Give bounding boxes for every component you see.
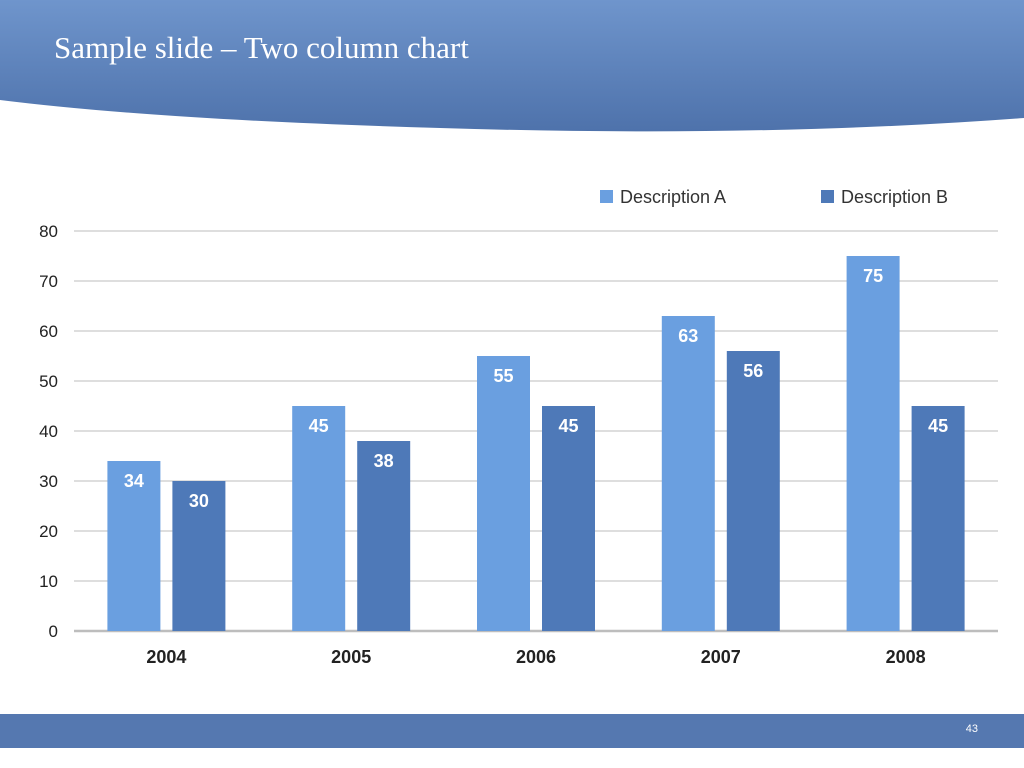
data-label: 30 [189,491,209,511]
data-label: 55 [493,366,513,386]
data-label: 63 [678,326,698,346]
bars [107,256,965,631]
data-label: 45 [558,416,578,436]
y-tick-label: 60 [39,322,58,341]
y-tick-label: 30 [39,472,58,491]
x-tick-label: 2005 [331,647,371,667]
x-tick-label: 2008 [886,647,926,667]
y-tick-label: 70 [39,272,58,291]
slide-header-banner [0,0,1024,132]
bar-series-b [172,481,226,631]
footer-bar: 43 [0,714,1024,748]
legend-swatch [600,190,613,203]
x-tick-label: 2007 [701,647,741,667]
legend-label: Description B [841,187,948,207]
bar-series-a [292,406,346,631]
data-label: 45 [928,416,948,436]
y-tick-label: 0 [49,622,58,641]
bar-series-b [726,351,780,631]
bar-chart: 0 10 20 30 40 50 60 70 80 34 30 45 38 55 45 63 56 75 45 2… [39,187,998,667]
data-labels: 34 30 45 38 55 45 63 56 75 45 [124,266,948,511]
y-axis-ticks: 0 10 20 30 40 50 60 70 80 [39,222,58,641]
gridlines [74,230,998,633]
bar-series-b [357,441,411,631]
bar-series-a [661,316,715,631]
bar-series-a [846,256,900,631]
y-tick-label: 10 [39,572,58,591]
data-label: 75 [863,266,883,286]
y-tick-label: 80 [39,222,58,241]
y-tick-label: 20 [39,522,58,541]
legend: Description A Description B [600,187,948,207]
data-label: 38 [374,451,394,471]
bar-series-b [911,406,965,631]
data-label: 56 [743,361,763,381]
data-label: 34 [124,471,144,491]
bar-series-a [107,461,161,631]
x-tick-label: 2006 [516,647,556,667]
data-label: 45 [309,416,329,436]
x-axis-ticks: 2004 2005 2006 2007 2008 [146,647,925,667]
y-tick-label: 40 [39,422,58,441]
x-tick-label: 2004 [146,647,186,667]
page-number: 43 [965,723,978,735]
legend-swatch [821,190,834,203]
legend-label: Description A [620,187,726,207]
bar-series-b [542,406,595,631]
slide-title: Sample slide – Two column chart [54,30,469,65]
y-tick-label: 50 [39,372,58,391]
bar-series-a [477,356,530,631]
